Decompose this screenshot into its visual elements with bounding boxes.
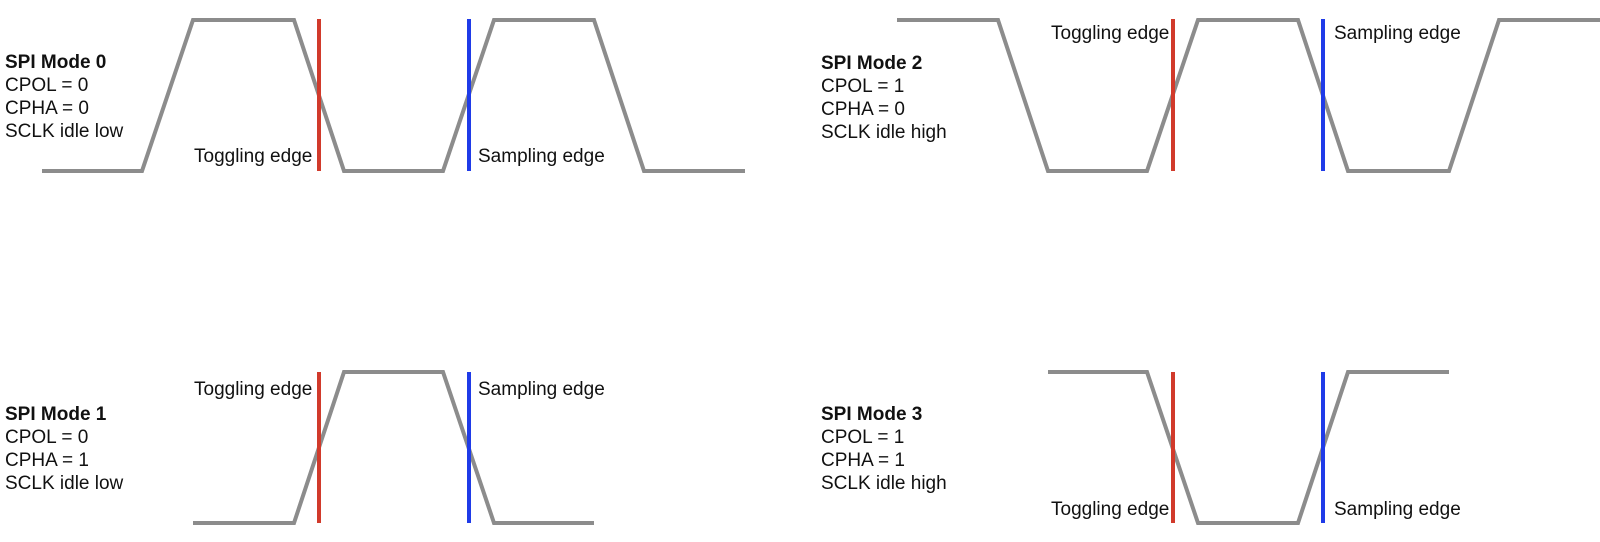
mode-3-sclk-waveform (1048, 370, 1449, 525)
mode-2-idle-state: SCLK idle high (821, 122, 947, 143)
mode-1-title: SPI Mode 1 (5, 404, 107, 425)
mode-3-toggling-edge-label: Toggling edge (1051, 499, 1169, 520)
mode-0-toggling-edge-label: Toggling edge (194, 146, 312, 167)
mode-2-description: SPI Mode 2 CPOL = 1 CPHA = 0 SCLK idle h… (821, 53, 947, 143)
mode-2-cpha: CPHA = 0 (821, 99, 905, 120)
mode-1-sampling-edge-label: Sampling edge (478, 379, 605, 400)
spi-mode-0-panel: SPI Mode 0 CPOL = 0 CPHA = 0 SCLK idle l… (5, 18, 745, 173)
mode-0-cpol: CPOL = 0 (5, 75, 88, 96)
mode-0-idle-state: SCLK idle low (5, 121, 124, 142)
mode-2-toggling-edge-label: Toggling edge (1051, 23, 1169, 44)
mode-0-cpha: CPHA = 0 (5, 98, 89, 119)
mode-0-sampling-edge-label: Sampling edge (478, 146, 605, 167)
spi-mode-2-panel: SPI Mode 2 CPOL = 1 CPHA = 0 SCLK idle h… (821, 18, 1600, 173)
spi-mode-3-panel: SPI Mode 3 CPOL = 1 CPHA = 1 SCLK idle h… (821, 370, 1461, 525)
mode-3-cpol: CPOL = 1 (821, 427, 904, 448)
mode-2-sclk-waveform (897, 18, 1600, 173)
mode-1-cpol: CPOL = 0 (5, 427, 88, 448)
mode-1-idle-state: SCLK idle low (5, 473, 124, 494)
mode-0-title: SPI Mode 0 (5, 52, 106, 73)
mode-1-sclk-waveform (193, 370, 594, 525)
mode-3-title: SPI Mode 3 (821, 404, 922, 425)
spi-mode-1-panel: SPI Mode 1 CPOL = 0 CPHA = 1 SCLK idle l… (5, 370, 605, 525)
mode-1-toggling-edge-label: Toggling edge (194, 379, 312, 400)
mode-3-sampling-edge-label: Sampling edge (1334, 499, 1461, 520)
mode-2-sampling-edge-label: Sampling edge (1334, 23, 1461, 44)
mode-1-cpha: CPHA = 1 (5, 450, 89, 471)
mode-3-cpha: CPHA = 1 (821, 450, 905, 471)
mode-3-description: SPI Mode 3 CPOL = 1 CPHA = 1 SCLK idle h… (821, 404, 947, 494)
mode-1-description: SPI Mode 1 CPOL = 0 CPHA = 1 SCLK idle l… (5, 404, 124, 494)
mode-0-sclk-waveform (42, 18, 745, 173)
mode-2-title: SPI Mode 2 (821, 53, 922, 74)
mode-2-cpol: CPOL = 1 (821, 76, 904, 97)
mode-3-idle-state: SCLK idle high (821, 473, 947, 494)
mode-0-description: SPI Mode 0 CPOL = 0 CPHA = 0 SCLK idle l… (5, 52, 124, 142)
